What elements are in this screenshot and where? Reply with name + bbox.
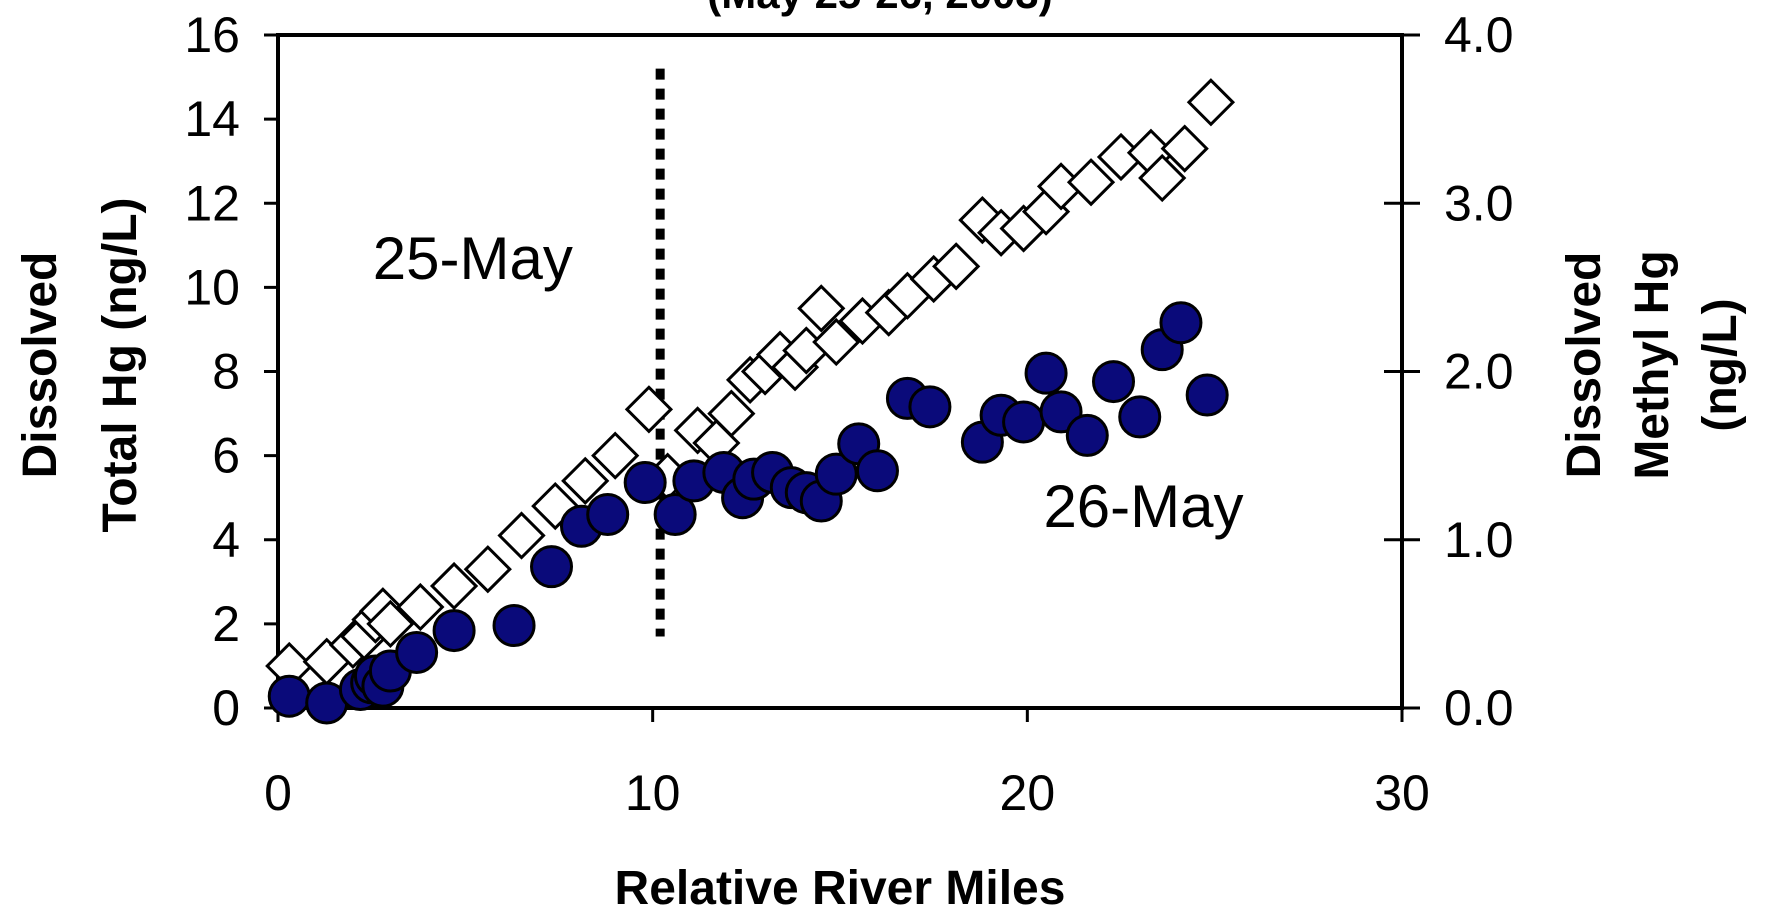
left-y-tick-label: 16 bbox=[184, 7, 240, 63]
diamond-marker bbox=[366, 599, 415, 648]
svg-text:Methyl Hg: Methyl Hg bbox=[1626, 250, 1679, 479]
diamond-marker bbox=[591, 431, 640, 480]
diamond-marker bbox=[812, 317, 861, 367]
svg-text:Dissolved: Dissolved bbox=[14, 252, 67, 479]
left-y-tick-label: 2 bbox=[212, 596, 240, 652]
circle-marker bbox=[653, 493, 697, 537]
circle-marker bbox=[1092, 360, 1136, 404]
right-y-tick-label: 4.0 bbox=[1444, 7, 1514, 63]
circle-marker bbox=[530, 545, 574, 589]
chart-title-fragment: (May 25-26, 2003) bbox=[707, 0, 1053, 17]
right-y-tick-label: 3.0 bbox=[1444, 175, 1514, 231]
diamond-marker bbox=[1138, 153, 1187, 203]
left-y-tick-label: 10 bbox=[184, 259, 240, 315]
x-tick-label: 10 bbox=[625, 765, 681, 821]
diamond-marker bbox=[624, 385, 674, 434]
circle-marker bbox=[586, 493, 630, 537]
circle-marker bbox=[855, 449, 899, 493]
diamond-marker bbox=[429, 561, 479, 611]
svg-text:Dissolved: Dissolved bbox=[1558, 252, 1611, 479]
svg-text:Total Hg (ng/L): Total Hg (ng/L) bbox=[94, 197, 147, 532]
methyl-hg-series bbox=[267, 301, 1229, 725]
circle-marker bbox=[1002, 400, 1046, 444]
circle-marker bbox=[1118, 395, 1162, 439]
left-y-tick-label: 6 bbox=[212, 428, 240, 484]
circle-marker bbox=[395, 630, 439, 674]
diamond-marker bbox=[1160, 124, 1209, 173]
left-y-tick-label: 0 bbox=[212, 680, 240, 736]
diamond-marker bbox=[396, 582, 445, 632]
left-y-tick-label: 4 bbox=[212, 512, 240, 568]
circle-marker bbox=[1185, 373, 1229, 417]
right-y-tick-label: 1.0 bbox=[1444, 512, 1514, 568]
left-y-tick-label: 8 bbox=[212, 344, 240, 400]
diamond-marker bbox=[561, 456, 610, 505]
diamond-marker bbox=[797, 284, 846, 333]
x-axis-label: Relative River Miles bbox=[615, 862, 1066, 909]
circle-marker bbox=[267, 674, 311, 718]
right-y-tick-label: 0.0 bbox=[1444, 680, 1514, 736]
left-y-tick-label: 14 bbox=[184, 91, 240, 147]
x-tick-label: 20 bbox=[1000, 765, 1056, 821]
left-y-axis-ticks: 0 2 4 6 8 10 12 14 16 bbox=[184, 7, 278, 736]
circle-marker bbox=[432, 609, 476, 653]
diamond-marker bbox=[1186, 78, 1236, 127]
circle-marker bbox=[492, 604, 536, 648]
x-tick-label: 30 bbox=[1374, 765, 1430, 821]
diamond-marker bbox=[497, 511, 546, 560]
diamond-marker bbox=[1066, 158, 1116, 207]
right-y-axis-label: Dissolved Methyl Hg (ng/L) bbox=[1558, 250, 1747, 479]
circle-marker bbox=[623, 461, 667, 505]
diamond-marker bbox=[707, 389, 756, 438]
plot-area bbox=[276, 33, 1404, 710]
right-y-axis-ticks: 0.0 1.0 2.0 3.0 4.0 bbox=[1384, 7, 1514, 736]
left-y-axis-label: Dissolved Total Hg (ng/L) bbox=[14, 197, 147, 532]
right-y-tick-label: 2.0 bbox=[1444, 344, 1514, 400]
total-hg-series bbox=[265, 78, 1236, 691]
circle-marker bbox=[1024, 351, 1068, 395]
circle-marker bbox=[1159, 301, 1203, 345]
svg-text:(ng/L): (ng/L) bbox=[1694, 298, 1747, 431]
x-tick-label: 0 bbox=[264, 765, 292, 821]
diamond-marker bbox=[463, 545, 512, 594]
annotation-25-may: 25-May bbox=[373, 225, 573, 292]
x-axis-ticks: 0 10 20 30 bbox=[264, 708, 1430, 821]
circle-marker bbox=[908, 385, 952, 429]
left-y-tick-label: 12 bbox=[184, 175, 240, 231]
circle-marker bbox=[1065, 413, 1109, 457]
diamond-marker bbox=[932, 242, 981, 291]
annotation-26-may: 26-May bbox=[1043, 473, 1243, 540]
